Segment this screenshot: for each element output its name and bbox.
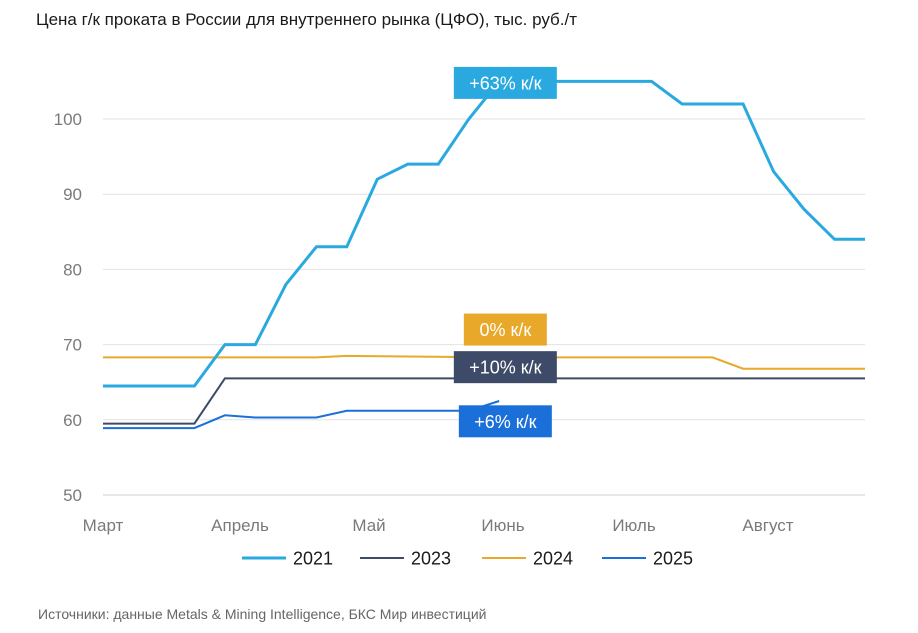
- chart-title: Цена г/к проката в России для внутреннег…: [36, 10, 578, 29]
- annotations: +63% к/к 0% к/к +10% к/к +6% к/к: [453, 66, 557, 438]
- y-axis-ticks: 50 60 70 80 90 100: [54, 110, 82, 505]
- legend-label: 2024: [533, 549, 573, 569]
- legend-item-2023: 2023: [360, 549, 451, 569]
- legend-label: 2025: [653, 549, 693, 569]
- annotation-2024: 0% к/к: [463, 313, 547, 346]
- legend-label: 2021: [293, 549, 333, 569]
- legend-item-2021: 2021: [242, 549, 333, 569]
- source-note: Источники: данные Metals & Mining Intell…: [38, 606, 487, 622]
- x-tick-label: Май: [352, 516, 385, 535]
- annotation-box: [458, 405, 552, 438]
- y-tick-label: 100: [54, 110, 82, 129]
- x-tick-label: Март: [83, 516, 124, 535]
- annotation-text: +10% к/к: [469, 358, 541, 378]
- grid-lines: [103, 118, 865, 496]
- legend-item-2025: 2025: [602, 549, 693, 569]
- legend: 2021 2023 2024 2025: [242, 549, 693, 569]
- y-tick-label: 80: [63, 260, 82, 279]
- y-tick-label: 70: [63, 336, 82, 355]
- annotation-text: 0% к/к: [479, 320, 531, 340]
- x-tick-label: Июль: [612, 516, 656, 535]
- annotation-box: [463, 313, 547, 346]
- line-chart: 50 60 70 80 90 100 Март Апрель Май Июнь Июль Авгус…: [54, 66, 865, 569]
- x-tick-label: Апрель: [211, 516, 269, 535]
- y-tick-label: 50: [63, 486, 82, 505]
- annotation-text: +63% к/к: [469, 73, 541, 93]
- annotation-2021: +63% к/к: [453, 66, 557, 99]
- x-axis-ticks: Март Апрель Май Июнь Июль Август: [83, 516, 794, 535]
- x-tick-label: Август: [742, 516, 793, 535]
- series-line-2025: [103, 400, 500, 430]
- legend-label: 2023: [411, 549, 451, 569]
- annotation-box: [453, 66, 557, 99]
- y-tick-label: 60: [63, 411, 82, 430]
- annotation-box: [453, 351, 557, 384]
- y-tick-label: 90: [63, 185, 82, 204]
- annotation-text: +6% к/к: [474, 412, 536, 432]
- x-tick-label: Июнь: [481, 516, 524, 535]
- legend-item-2024: 2024: [482, 549, 573, 569]
- annotation-2023: +10% к/к: [453, 351, 557, 384]
- annotation-2025: +6% к/к: [458, 405, 552, 438]
